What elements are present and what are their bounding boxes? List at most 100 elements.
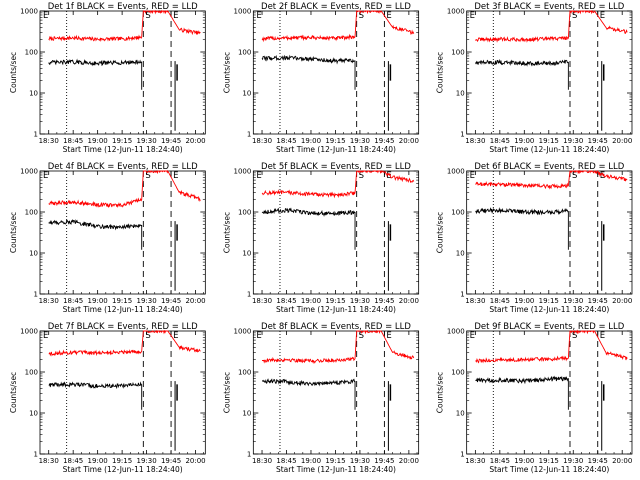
x-axis-label: Start Time (12-Jun-11 18:24:40): [276, 305, 396, 314]
x-tick-label: 19:45: [588, 457, 608, 465]
x-tick-label: 19:15: [112, 137, 132, 145]
x-tick-label: 18:45: [63, 457, 83, 465]
y-tick-label: 100: [25, 209, 38, 217]
event-marker: S: [359, 171, 364, 181]
y-tick-label: 10: [242, 250, 251, 258]
y-tick-label: 1000: [234, 328, 252, 336]
y-tick-label: 10: [456, 90, 465, 98]
x-tick-label: 19:45: [161, 297, 181, 305]
x-tick-label: 19:15: [112, 457, 132, 465]
event-marker: E: [386, 171, 391, 181]
event-marker: S: [145, 171, 150, 181]
x-tick-label: 18:45: [276, 137, 296, 145]
series-line-red: [261, 329, 415, 365]
x-tick-label: 19:15: [539, 457, 559, 465]
event-marker: E: [173, 171, 178, 181]
series-line-red: [261, 9, 415, 43]
y-axis-label: Counts/sec: [222, 212, 231, 253]
chart-title: Det 8f BLACK = Events, RED = LLD: [261, 322, 411, 332]
series-line-black: [48, 58, 143, 67]
x-tick-label: 18:30: [465, 137, 485, 145]
x-tick-label: 18:45: [63, 297, 83, 305]
x-tick-label: 18:30: [252, 297, 272, 305]
chart-title: Det 7f BLACK = Events, RED = LLD: [48, 322, 198, 332]
event-marker: E: [470, 331, 475, 341]
x-tick-label: 19:45: [374, 137, 394, 145]
x-axis-label: Start Time (12-Jun-11 18:24:40): [489, 305, 609, 314]
event-marker: E: [256, 331, 261, 341]
y-axis-label: Counts/sec: [9, 212, 18, 253]
y-axis-label: Counts/sec: [9, 372, 18, 413]
chart-title: Det 5f BLACK = Events, RED = LLD: [261, 162, 411, 172]
y-tick-label: 1000: [447, 328, 465, 336]
x-tick-label: 19:00: [88, 297, 108, 305]
chart-panel: Det 2f BLACK = Events, RED = LLD 1 10 100 10…: [222, 2, 420, 154]
y-axis-label: Counts/sec: [436, 212, 445, 253]
event-marker: E: [386, 331, 391, 341]
y-tick-label: 100: [451, 369, 464, 377]
x-tick-label: 19:00: [514, 457, 534, 465]
chart-title: Det 3f BLACK = Events, RED = LLD: [474, 2, 624, 12]
plot-frame: [466, 170, 633, 295]
event-marker: E: [173, 11, 178, 21]
x-tick-label: 19:45: [588, 297, 608, 305]
y-tick-label: 10: [456, 410, 465, 418]
x-tick-label: 18:45: [63, 137, 83, 145]
x-tick-label: 19:15: [112, 297, 132, 305]
x-tick-label: 19:30: [563, 137, 583, 145]
x-tick-label: 19:15: [539, 137, 559, 145]
x-axis-label: Start Time (12-Jun-11 18:24:40): [276, 145, 396, 154]
series-line-black: [261, 54, 356, 65]
plot-frame: [466, 10, 633, 135]
y-tick-label: 1000: [20, 8, 38, 16]
x-tick-label: 19:15: [325, 297, 345, 305]
x-axis-label: Start Time (12-Jun-11 18:24:40): [63, 145, 183, 154]
plot-frame: [39, 330, 206, 455]
y-tick-label: 1: [34, 451, 38, 459]
x-tick-label: 19:15: [539, 297, 559, 305]
y-axis-label: Counts/sec: [436, 372, 445, 413]
event-marker: S: [145, 331, 150, 341]
x-tick-label: 19:45: [588, 137, 608, 145]
y-tick-label: 1: [247, 291, 251, 299]
x-tick-label: 20:00: [612, 297, 632, 305]
chart-panel: Det 3f BLACK = Events, RED = LLD 1 10 100 10…: [436, 2, 633, 154]
chart-panel: Det 7f BLACK = Events, RED = LLD 1 10 100 10…: [9, 322, 206, 474]
y-tick-label: 1: [247, 451, 251, 459]
chart-panel: Det 1f BLACK = Events, RED = LLD 1 10 100 10…: [9, 2, 206, 154]
y-tick-label: 1: [460, 451, 464, 459]
y-tick-label: 1000: [20, 328, 38, 336]
event-marker: E: [256, 11, 261, 21]
series-line-red: [48, 9, 201, 43]
x-tick-label: 18:45: [276, 297, 296, 305]
x-tick-label: 18:45: [276, 457, 296, 465]
x-tick-label: 20:00: [612, 137, 632, 145]
y-tick-label: 10: [242, 410, 251, 418]
x-axis-label: Start Time (12-Jun-11 18:24:40): [489, 465, 609, 474]
y-tick-label: 10: [456, 250, 465, 258]
y-tick-label: 100: [238, 209, 251, 217]
event-marker: E: [470, 171, 475, 181]
x-axis-label: Start Time (12-Jun-11 18:24:40): [276, 465, 396, 474]
x-tick-label: 20:00: [399, 297, 419, 305]
plot-frame: [39, 10, 206, 135]
y-tick-label: 100: [451, 209, 464, 217]
x-tick-label: 20:00: [185, 297, 205, 305]
x-tick-label: 19:30: [137, 137, 157, 145]
x-tick-label: 19:30: [563, 297, 583, 305]
x-axis-label: Start Time (12-Jun-11 18:24:40): [63, 305, 183, 314]
event-marker: E: [600, 11, 605, 21]
x-tick-label: 19:30: [563, 457, 583, 465]
y-axis-label: Counts/sec: [9, 52, 18, 93]
y-tick-label: 1: [460, 291, 464, 299]
x-tick-label: 20:00: [612, 457, 632, 465]
y-tick-label: 10: [29, 90, 38, 98]
chart-panel: Det 5f BLACK = Events, RED = LLD 1 10 100 10…: [222, 162, 420, 314]
plot-frame: [466, 330, 633, 455]
x-tick-label: 19:45: [374, 297, 394, 305]
chart-panel: Det 9f BLACK = Events, RED = LLD 1 10 100 10…: [436, 322, 633, 474]
event-marker: S: [572, 11, 577, 21]
x-tick-label: 19:00: [301, 457, 321, 465]
series-line-red: [48, 329, 201, 357]
